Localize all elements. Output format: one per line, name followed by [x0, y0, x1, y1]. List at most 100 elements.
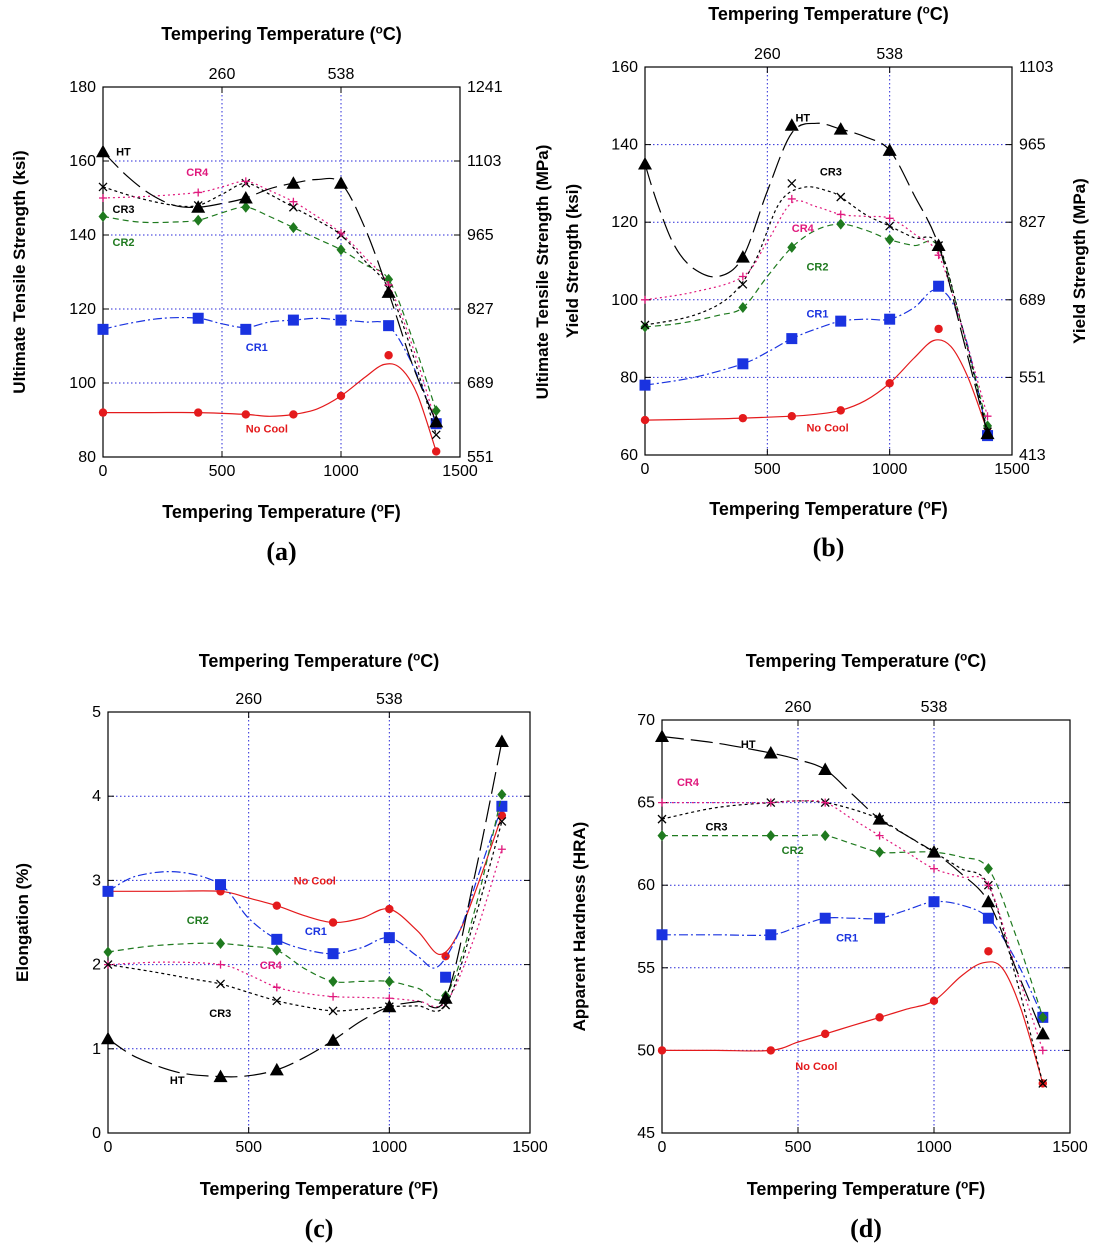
x-tick-label: 1500: [512, 1139, 548, 1156]
series-no-cool: No Cool: [640, 324, 992, 436]
data-point: [821, 798, 830, 807]
y-tick-label: 65: [637, 795, 655, 812]
data-point: [655, 729, 669, 743]
data-point: [930, 864, 938, 873]
series-label: No Cool: [294, 876, 336, 888]
x-tick-label: 0: [658, 1139, 667, 1156]
y-axis-title: Ultimate Tensile Strength (ksi): [10, 150, 29, 393]
series-label: HT: [170, 1075, 185, 1087]
top-tick-label: 260: [209, 66, 236, 83]
data-point: [213, 1069, 228, 1083]
series-label: No Cool: [795, 1061, 837, 1073]
data-point: [980, 426, 995, 440]
series-label: CR4: [677, 777, 700, 789]
data-point: [272, 901, 281, 910]
right-tick-label: 1241: [467, 79, 503, 96]
panel-label: (a): [266, 537, 296, 566]
panel-d: 0 500 1000 1500 45 50 55 60 65 70 260 538 Tempering …: [570, 651, 1088, 1243]
data-point: [329, 992, 338, 1001]
x-tick-label: 500: [785, 1139, 812, 1156]
x-tick-label: 1500: [442, 463, 478, 480]
y-tick-label: 100: [69, 375, 96, 392]
x-tick-label: 0: [104, 1139, 113, 1156]
y-tick-label: 45: [637, 1125, 655, 1142]
y-tick-label: 80: [78, 449, 96, 466]
series-cr4: CR4: [99, 167, 441, 428]
data-point: [438, 991, 453, 1004]
series-line: [107, 741, 503, 1078]
y-tick-label: 55: [637, 960, 655, 977]
data-point: [640, 415, 650, 425]
series-label: CR1: [305, 926, 327, 938]
top-tick-label: 260: [754, 46, 781, 63]
data-point: [763, 746, 778, 759]
y-tick-label: 0: [92, 1125, 101, 1142]
x-tick-label: 1000: [872, 461, 908, 478]
data-point: [97, 323, 109, 335]
series-label: CR3: [209, 1008, 231, 1020]
data-point: [787, 412, 796, 421]
data-point: [334, 176, 348, 189]
series-line: [644, 223, 989, 427]
data-point: [288, 202, 298, 212]
x-tick-label: 500: [235, 1139, 262, 1156]
data-point: [337, 229, 345, 238]
data-point: [441, 951, 450, 961]
series-label: No Cool: [806, 423, 848, 435]
data-point: [982, 912, 994, 924]
data-point: [383, 320, 395, 332]
series-label: CR1: [836, 932, 858, 944]
panel-a: 0 500 1000 1500 80 100 120 140 160 180 551 689 827 96…: [10, 24, 552, 566]
data-point: [99, 194, 107, 202]
data-point: [657, 814, 667, 824]
series-line: [102, 206, 437, 411]
x-axis-title: Tempering Temperature (oF): [709, 499, 948, 519]
data-point: [820, 830, 830, 842]
y-tick-label: 1: [92, 1041, 101, 1058]
data-point: [241, 177, 250, 186]
data-point: [833, 122, 848, 135]
data-point: [193, 214, 203, 226]
data-point: [287, 314, 299, 326]
x-tick-label: 1500: [994, 461, 1030, 478]
x-axis-title: Tempering Temperature (oF): [747, 1179, 986, 1199]
right-tick-label: 1103: [467, 153, 502, 170]
data-point: [738, 413, 748, 423]
data-point: [101, 1031, 115, 1045]
x-axis-title: Tempering Temperature (oF): [200, 1179, 439, 1199]
data-point: [885, 234, 895, 246]
y-tick-label: 180: [69, 79, 96, 96]
right-tick-label: 827: [1019, 214, 1046, 231]
y-tick-label: 3: [92, 872, 101, 889]
data-point: [657, 1046, 667, 1055]
data-point: [286, 176, 301, 189]
data-point: [787, 241, 797, 253]
data-point: [216, 979, 225, 989]
series-label: CR3: [820, 167, 842, 179]
y-tick-label: 80: [620, 369, 638, 386]
data-point: [241, 201, 251, 213]
x-tick-label: 0: [99, 463, 108, 480]
data-point: [194, 188, 203, 197]
data-point: [431, 430, 441, 440]
series-line: [107, 821, 503, 1012]
data-point: [818, 762, 833, 776]
data-point: [875, 831, 884, 840]
top-tick-label: 538: [876, 46, 903, 63]
data-point: [103, 960, 113, 970]
data-point: [1035, 1026, 1050, 1040]
data-point: [381, 285, 396, 298]
series-label: CR1: [246, 342, 268, 354]
series-line: [661, 961, 1044, 1084]
x-tick-label: 500: [209, 463, 236, 480]
series-ht: HT: [638, 112, 995, 440]
y-axis-title-right: Yield Strength (MPa): [1070, 178, 1089, 344]
data-point: [983, 412, 992, 421]
x-tick-label: 1000: [323, 463, 359, 480]
x-tick-label: 1000: [372, 1139, 408, 1156]
data-point: [431, 405, 441, 417]
top-axis-title: Tempering Temperature (oC): [199, 651, 440, 671]
series-label: No Cool: [246, 423, 288, 435]
x-tick-label: 1000: [916, 1139, 952, 1156]
data-point: [269, 1062, 284, 1076]
